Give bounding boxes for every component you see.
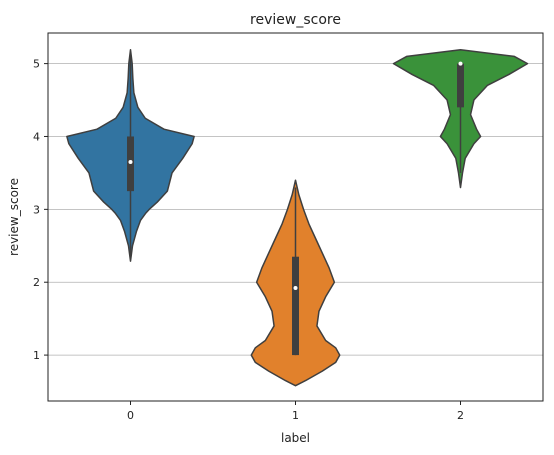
chart-title: review_score: [250, 12, 341, 28]
x-tick-label: 2: [457, 409, 464, 422]
violin-2: [392, 49, 529, 189]
y-tick-label: 1: [33, 349, 40, 362]
violin-median-point: [128, 159, 133, 164]
y-tick-label: 2: [33, 276, 40, 289]
y-tick-label: 5: [33, 58, 40, 71]
y-tick-label: 3: [33, 203, 40, 216]
violin-median-point: [293, 286, 298, 291]
violin-iqr-box: [457, 63, 464, 108]
violin-median-point: [458, 61, 463, 66]
x-tick-label: 0: [127, 409, 134, 422]
violins: [66, 49, 529, 387]
y-tick-label: 4: [33, 130, 40, 143]
violin-1: [250, 179, 341, 387]
x-tick-label: 1: [292, 409, 299, 422]
violin-0: [66, 49, 195, 262]
y-axis-label: review_score: [7, 178, 21, 256]
axis-ticks: 1 2 3 4 5 0 1 2: [33, 58, 464, 422]
violin-iqr-box: [292, 256, 299, 356]
x-axis-label: label: [281, 431, 310, 445]
